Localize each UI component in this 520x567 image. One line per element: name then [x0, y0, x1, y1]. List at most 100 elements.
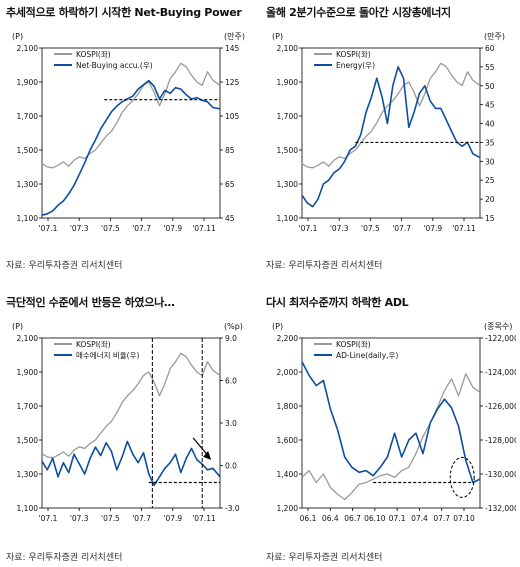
indicator-line [41, 79, 221, 216]
right-tick-label: 0.0 [225, 462, 237, 471]
indicator-line [301, 66, 481, 208]
left-tick-label: 1,300 [277, 180, 299, 189]
left-tick-label: 2,000 [277, 368, 299, 377]
right-tick-label: 105 [225, 112, 240, 121]
left-axis-unit: (P) [272, 32, 283, 41]
circle-annotation [449, 456, 475, 498]
x-tick-label: 07.4 [411, 514, 428, 523]
x-tick-label: '07.11 [192, 224, 216, 233]
legend-label: KOSPI(좌) [76, 340, 111, 349]
x-tick-label: '07.9 [163, 224, 182, 233]
left-tick-label: 1,700 [17, 402, 39, 411]
chart-panel-net-buying: 추세적으로 하락하기 시작한 Net-Buying Power (P) (만주) 1… [6, 4, 256, 274]
right-tick-label: 40 [485, 120, 495, 129]
x-tick-label: '07.7 [132, 514, 151, 523]
chart-panel-adl: 다시 최저수준까지 하락한 ADL (P) (종목수) 1,200 1,400 1,60… [266, 294, 516, 564]
left-tick-label: 1,200 [277, 504, 299, 513]
left-tick-label: 1,900 [17, 78, 39, 87]
kospi-line [41, 352, 221, 459]
right-tick-label: 60 [485, 44, 495, 53]
left-tick-label: 1,500 [277, 146, 299, 155]
right-axis-unit: (%p) [224, 322, 243, 331]
kospi-line [301, 373, 481, 501]
right-tick-label: -130,000 [485, 470, 516, 479]
right-tick-label: 50 [485, 82, 495, 91]
right-tick-label: -126,000 [485, 402, 516, 411]
legend-label: KOSPI(좌) [336, 340, 371, 349]
left-tick-label: 1,500 [17, 436, 39, 445]
right-tick-label: 30 [485, 157, 495, 166]
chart-title: 올해 2분기수준으로 돌아간 시장총에너지 [266, 6, 451, 19]
x-tick-label: '07.5 [101, 224, 120, 233]
left-tick-label: 1,900 [277, 78, 299, 87]
x-tick-label: '07.5 [361, 224, 380, 233]
legend-label: AD-Line(daily,우) [336, 351, 398, 360]
x-tick-label: '07.1 [299, 224, 318, 233]
right-tick-label: 15 [485, 214, 495, 223]
x-tick-label: '07.5 [101, 514, 120, 523]
plot-frame [301, 47, 481, 219]
x-tick-label: 06.1 [300, 514, 317, 523]
left-tick-label: 1,300 [17, 180, 39, 189]
left-tick-label: 2,100 [277, 44, 299, 53]
left-tick-label: 1,100 [17, 214, 39, 223]
plot-frame [41, 337, 221, 509]
plot-frame [301, 337, 481, 509]
legend-label: KOSPI(좌) [336, 50, 371, 59]
x-tick-label: '07.3 [70, 224, 89, 233]
x-tick-label: '07.9 [163, 514, 182, 523]
right-tick-label: 20 [485, 195, 495, 204]
x-tick-label: '07.7 [132, 224, 151, 233]
left-axis-unit: (P) [12, 322, 23, 331]
right-tick-label: 9.0 [225, 334, 237, 343]
right-tick-label: 45 [225, 214, 235, 223]
x-tick-label: 07.7 [433, 514, 450, 523]
x-tick-label: '07.1 [39, 224, 58, 233]
right-axis-unit: (만주) [224, 32, 245, 41]
chart-panel-energy: 올해 2분기수준으로 돌아간 시장총에너지 (P) (만주) 1,100 1,300 1… [266, 4, 516, 274]
indicator-line [301, 361, 481, 484]
source-note: 자료: 우리투자증권 리서치센터 [266, 261, 383, 271]
source-note: 자료: 우리투자증권 리서치센터 [266, 553, 383, 563]
right-tick-label: 125 [225, 78, 240, 87]
left-tick-label: 2,100 [17, 334, 39, 343]
left-tick-label: 1,900 [17, 368, 39, 377]
x-tick-label: 06.10 [364, 514, 386, 523]
right-tick-label: 85 [225, 146, 235, 155]
right-tick-label: 55 [485, 63, 495, 72]
right-tick-label: -3.0 [225, 504, 240, 513]
left-tick-label: 1,600 [277, 436, 299, 445]
x-tick-label: 06.4 [322, 514, 339, 523]
right-axis-unit: (종목수) [484, 322, 512, 331]
x-tick-label: 06.7 [344, 514, 361, 523]
right-tick-label: -122,000 [485, 334, 516, 343]
left-tick-label: 1,700 [277, 112, 299, 121]
left-axis-unit: (P) [12, 32, 23, 41]
chart-svg-buy-energy-ratio: (P) (%p) 1,100 1,300 1,500 1,700 1,900 2,100 -3.… [12, 322, 243, 523]
legend-label: Net-Buying accu.(우) [76, 61, 153, 70]
left-tick-label: 2,200 [277, 334, 299, 343]
left-tick-label: 1,400 [277, 470, 299, 479]
arrow-head [203, 450, 212, 460]
legend-label: KOSPI(좌) [76, 50, 111, 59]
chart-svg-adl: (P) (종목수) 1,200 1,400 1,600 1,800 2,000 2,200 -1… [272, 322, 516, 523]
right-tick-label: 3.0 [225, 419, 237, 428]
source-note: 자료: 우리투자증권 리서치센터 [6, 261, 123, 271]
left-tick-label: 1,500 [17, 146, 39, 155]
x-tick-label: '07.11 [452, 224, 476, 233]
right-tick-label: 65 [225, 180, 235, 189]
chart-title: 다시 최저수준까지 하락한 ADL [266, 296, 409, 309]
x-tick-label: '07.3 [330, 224, 349, 233]
chart-svg-net-buying: (P) (만주) 1,100 1,300 1,500 1,700 1,900 2,100 45 6… [12, 32, 245, 233]
indicator-line [41, 440, 221, 487]
source-note: 자료: 우리투자증권 리서치센터 [6, 553, 123, 563]
left-tick-label: 1,100 [277, 214, 299, 223]
left-tick-label: 2,100 [17, 44, 39, 53]
chart-title: 추세적으로 하락하기 시작한 Net-Buying Power [6, 6, 242, 19]
chart-title: 극단적인 수준에서 반등은 하였으나… [6, 296, 175, 309]
right-tick-label: 145 [225, 44, 240, 53]
x-tick-label: '07.11 [192, 514, 216, 523]
x-tick-label: 07.1 [389, 514, 406, 523]
left-tick-label: 1,700 [17, 112, 39, 121]
left-tick-label: 1,800 [277, 402, 299, 411]
